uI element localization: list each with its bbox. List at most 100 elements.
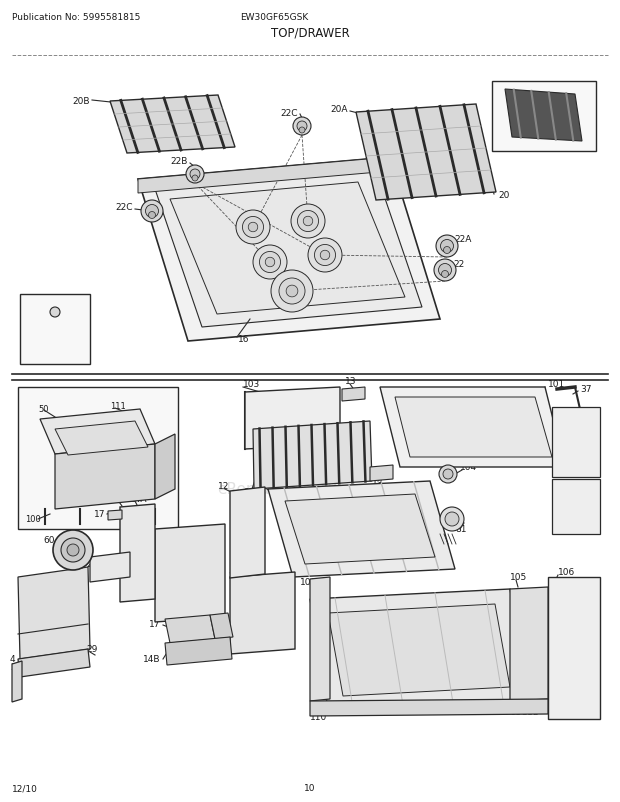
Polygon shape	[165, 638, 232, 665]
Circle shape	[192, 176, 198, 182]
Polygon shape	[253, 422, 372, 489]
Text: 22C: 22C	[115, 203, 133, 213]
Polygon shape	[155, 435, 175, 500]
Polygon shape	[328, 604, 510, 696]
Text: EW30GF65GSK: EW30GF65GSK	[240, 14, 308, 22]
Text: 17: 17	[149, 620, 160, 629]
Text: 104: 104	[460, 463, 477, 472]
Text: 22C: 22C	[280, 108, 298, 117]
Text: eReplacementParts.com: eReplacementParts.com	[217, 482, 403, 497]
Text: 2: 2	[228, 572, 234, 581]
Polygon shape	[90, 553, 130, 582]
Text: 110: 110	[310, 713, 327, 722]
Circle shape	[242, 217, 264, 238]
Text: 14: 14	[104, 493, 115, 502]
Text: Publication No: 5995581815: Publication No: 5995581815	[12, 14, 140, 22]
Circle shape	[298, 211, 319, 233]
Polygon shape	[380, 387, 565, 468]
Polygon shape	[245, 387, 340, 449]
Text: 109: 109	[490, 699, 507, 709]
Circle shape	[441, 271, 448, 278]
Circle shape	[248, 223, 258, 233]
Text: 14B: 14B	[143, 654, 160, 664]
Polygon shape	[492, 82, 596, 152]
Polygon shape	[170, 183, 405, 314]
Polygon shape	[138, 158, 440, 342]
Polygon shape	[395, 398, 552, 457]
Text: 12: 12	[218, 482, 229, 491]
Text: 107: 107	[572, 505, 589, 514]
Text: 10: 10	[304, 784, 316, 792]
Circle shape	[438, 264, 451, 277]
Text: 1: 1	[260, 480, 266, 489]
Circle shape	[293, 118, 311, 136]
Text: 37: 37	[580, 385, 591, 394]
Circle shape	[141, 200, 163, 223]
Circle shape	[67, 545, 79, 557]
Circle shape	[146, 205, 159, 218]
Circle shape	[297, 122, 307, 132]
Text: 12/10: 12/10	[12, 784, 38, 792]
Circle shape	[286, 286, 298, 298]
Polygon shape	[138, 158, 390, 194]
Polygon shape	[55, 422, 148, 456]
Polygon shape	[165, 615, 215, 643]
Polygon shape	[310, 699, 548, 716]
Text: 8: 8	[142, 530, 148, 539]
Polygon shape	[110, 96, 235, 154]
Polygon shape	[18, 649, 90, 677]
Polygon shape	[342, 387, 365, 402]
Circle shape	[186, 166, 204, 184]
Text: 20: 20	[498, 190, 510, 199]
Text: TOP/DRAWER: TOP/DRAWER	[270, 26, 350, 39]
Polygon shape	[230, 573, 295, 654]
Circle shape	[439, 465, 457, 484]
Polygon shape	[120, 504, 155, 602]
Circle shape	[303, 217, 312, 226]
Polygon shape	[155, 170, 422, 327]
Text: 106: 106	[558, 568, 575, 577]
Polygon shape	[310, 589, 528, 709]
Text: 81: 81	[455, 525, 466, 534]
Circle shape	[61, 538, 85, 562]
Polygon shape	[310, 577, 330, 701]
Circle shape	[149, 213, 156, 219]
Polygon shape	[510, 587, 548, 701]
Text: 101: 101	[548, 380, 565, 389]
Polygon shape	[18, 567, 90, 659]
Text: 34: 34	[494, 83, 505, 92]
Circle shape	[443, 247, 451, 254]
Text: 39: 39	[10, 662, 22, 671]
Polygon shape	[55, 444, 155, 509]
Polygon shape	[552, 407, 600, 477]
Polygon shape	[230, 488, 265, 578]
Polygon shape	[268, 481, 455, 577]
Text: 50: 50	[60, 440, 71, 449]
Polygon shape	[108, 510, 122, 520]
Circle shape	[440, 241, 453, 253]
Text: 103: 103	[243, 380, 260, 389]
Circle shape	[190, 170, 200, 180]
Text: 14A: 14A	[207, 638, 224, 648]
Circle shape	[443, 469, 453, 480]
Polygon shape	[20, 294, 90, 365]
Circle shape	[299, 128, 305, 134]
Polygon shape	[210, 614, 233, 639]
Text: 85: 85	[243, 488, 254, 497]
Polygon shape	[40, 410, 155, 455]
Text: 20B: 20B	[73, 96, 90, 105]
Circle shape	[308, 239, 342, 273]
Text: 29: 29	[86, 560, 97, 569]
Text: 13: 13	[372, 479, 384, 488]
Circle shape	[314, 245, 335, 266]
Text: 4: 4	[10, 654, 16, 664]
Circle shape	[445, 512, 459, 526]
Text: 13: 13	[345, 377, 356, 386]
Text: 29: 29	[86, 645, 97, 654]
Circle shape	[436, 236, 458, 257]
Text: 98: 98	[23, 295, 35, 304]
Circle shape	[53, 530, 93, 570]
Polygon shape	[285, 494, 435, 565]
Polygon shape	[155, 525, 225, 622]
Circle shape	[321, 251, 330, 261]
